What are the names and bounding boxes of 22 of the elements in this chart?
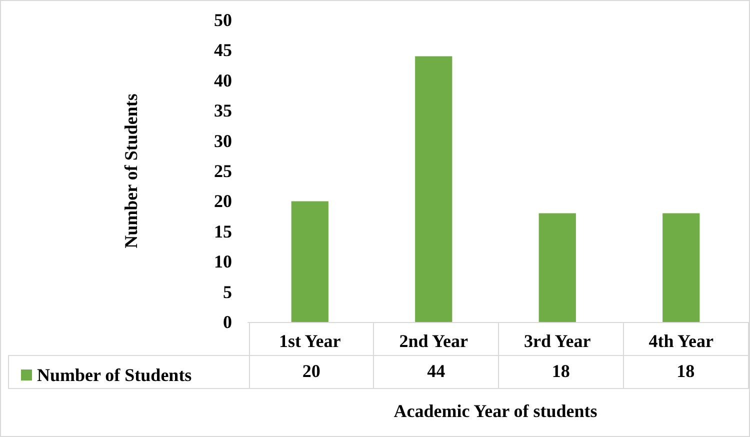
y-tick-label: 25 bbox=[214, 161, 232, 181]
y-tick-label: 35 bbox=[214, 100, 232, 121]
y-tick-label: 45 bbox=[214, 40, 232, 60]
legend-label: Number of Students bbox=[37, 365, 192, 385]
y-tick-label: 10 bbox=[214, 252, 232, 272]
x-axis-title: Academic Year of students bbox=[394, 401, 598, 421]
x-tick-label: 3rd Year bbox=[524, 331, 591, 351]
x-tick-label: 1st Year bbox=[278, 331, 341, 351]
y-tick-label: 40 bbox=[214, 70, 232, 90]
y-tick-label: 5 bbox=[223, 282, 232, 302]
y-tick-label: 15 bbox=[214, 221, 232, 242]
data-label: 18 bbox=[498, 355, 624, 388]
y-tick-label: 30 bbox=[214, 130, 232, 151]
y-tick-label: 0 bbox=[223, 312, 232, 332]
x-tick-label: 2nd Year bbox=[399, 331, 468, 351]
y-tick-label: 20 bbox=[214, 191, 232, 212]
x-tick-label: 4th Year bbox=[648, 331, 714, 351]
y-tick-label: 50 bbox=[214, 10, 232, 30]
data-label: 20 bbox=[249, 355, 374, 388]
data-label: 18 bbox=[623, 355, 748, 388]
data-label: 44 bbox=[374, 355, 498, 388]
y-axis-title: Number of Students bbox=[121, 94, 141, 248]
